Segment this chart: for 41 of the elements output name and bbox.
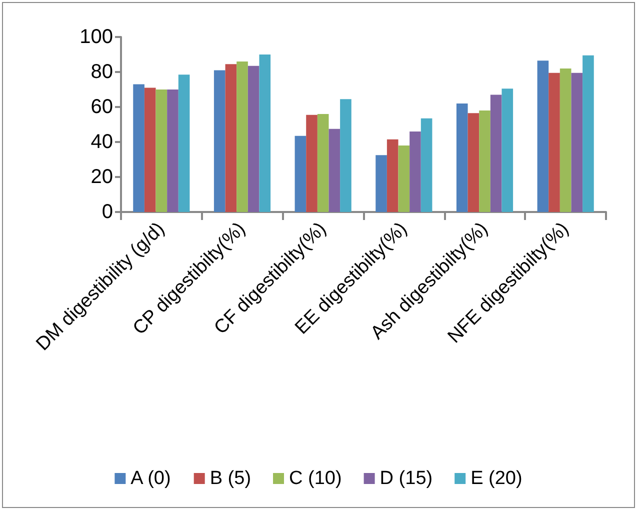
bar	[178, 74, 190, 212]
bar	[236, 62, 248, 212]
legend-label: B (5)	[210, 468, 252, 489]
bar	[167, 90, 178, 212]
bar	[560, 68, 572, 212]
bar	[340, 99, 352, 212]
bar	[376, 155, 387, 212]
bar	[248, 66, 260, 212]
bar	[306, 114, 318, 212]
bar	[479, 110, 490, 212]
y-tick-label: 60	[90, 96, 113, 118]
legend-label: D (15)	[380, 468, 433, 489]
bar	[144, 88, 156, 212]
bar	[468, 113, 480, 212]
bar	[571, 72, 583, 212]
y-tick-label: 100	[80, 26, 113, 48]
bar	[225, 64, 237, 212]
bar	[214, 70, 226, 212]
y-tick-label: 40	[90, 131, 113, 153]
bar	[490, 94, 502, 212]
y-tick-label: 0	[102, 201, 113, 223]
bar	[294, 136, 306, 212]
y-tick-label: 20	[90, 166, 113, 188]
bar	[410, 132, 421, 212]
bar	[420, 118, 432, 212]
bar	[386, 139, 398, 212]
legend-label: E (20)	[470, 468, 522, 489]
bar	[502, 88, 514, 212]
bar	[456, 104, 468, 212]
bar	[328, 128, 340, 212]
bar	[582, 55, 594, 212]
bar	[259, 54, 271, 212]
y-tick-label: 80	[90, 61, 113, 83]
bar	[133, 84, 144, 212]
bar	[398, 146, 410, 212]
legend-label: A (0)	[130, 468, 171, 489]
bar	[548, 72, 560, 212]
bar	[156, 90, 168, 212]
bar	[317, 114, 329, 212]
bar	[537, 60, 549, 212]
legend-label: C (10)	[289, 468, 342, 489]
